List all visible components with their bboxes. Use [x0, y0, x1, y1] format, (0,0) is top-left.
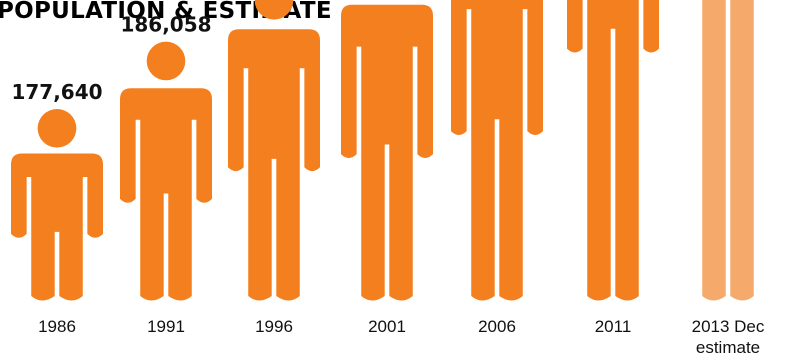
- category-label: 2001: [368, 317, 406, 336]
- value-label: 177,640: [11, 80, 102, 104]
- person-body: [567, 0, 659, 301]
- category-label: 2011: [595, 317, 632, 336]
- category-label: 1996: [255, 317, 293, 336]
- category-label: 2006: [478, 317, 516, 336]
- person-body: [702, 0, 754, 301]
- person-head: [37, 109, 77, 148]
- person-body: [120, 88, 212, 301]
- person-body: [11, 153, 103, 301]
- bar-person-5: [567, 0, 659, 301]
- bar-person-6: [702, 0, 754, 301]
- category-label: 2013 Dec estimate: [692, 317, 765, 357]
- bar-person-0: [11, 109, 103, 301]
- bar-person-1: [120, 41, 212, 301]
- bar-person-2: [228, 0, 320, 301]
- bar-person-4: [451, 0, 543, 301]
- person-head: [254, 0, 294, 20]
- person-head: [146, 41, 186, 81]
- category-label: 1986: [38, 317, 76, 336]
- person-body: [451, 0, 543, 301]
- category-label: 1991: [147, 317, 185, 336]
- person-body: [341, 4, 433, 301]
- bar-person-3: [341, 4, 433, 301]
- value-label: 186,058: [120, 13, 211, 37]
- person-body: [228, 29, 320, 301]
